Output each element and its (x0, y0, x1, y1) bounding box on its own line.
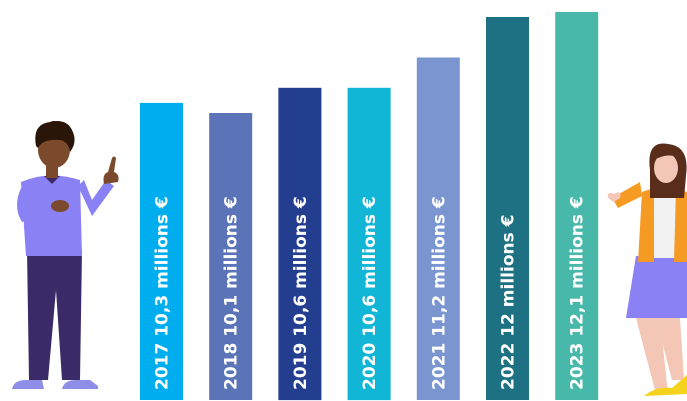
bar-label-2018: 2018 10,1 millions € (222, 196, 242, 390)
bar-label-2017: 2017 10,3 millions € (153, 196, 173, 390)
man-pointing-illustration (12, 121, 119, 389)
bars-group: 2017 10,3 millions € 2018 10,1 millions €… (140, 12, 599, 401)
bar-2017 (140, 102, 183, 401)
bar-2020 (347, 87, 391, 401)
bar-label-2020: 2020 10,6 millions € (360, 196, 380, 390)
bar-2022 (486, 17, 529, 400)
bar-2018 (209, 113, 253, 400)
bar-2019 (278, 87, 322, 401)
bar-label-2019: 2019 10,6 millions € (291, 196, 311, 390)
woman-waving-illustration (607, 143, 687, 396)
bar-label-2023: 2023 12,1 millions € (568, 196, 588, 390)
bar-2023 (555, 12, 599, 400)
bar-label-2021: 2021 11,2 millions € (429, 196, 449, 390)
bar-2021 (416, 57, 460, 400)
bar-label-2022: 2022 12 millions € (499, 215, 519, 390)
